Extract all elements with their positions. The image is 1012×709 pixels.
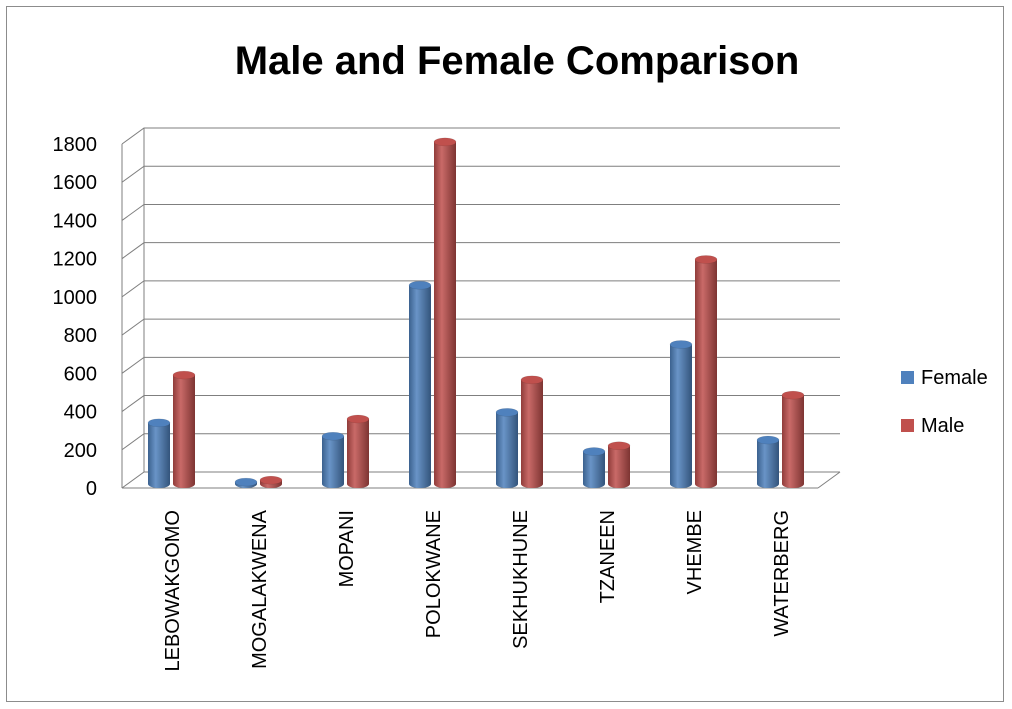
bar-male [433, 137, 457, 488]
bar-body [148, 422, 170, 488]
x-tick-label: MOPANI [336, 510, 358, 587]
bar-male [607, 441, 631, 488]
bar-female [321, 431, 345, 488]
bar-top [756, 435, 780, 445]
x-axis-ticks: LEBOWAKGOMO MOGALAKWENA MOPANI POLOKWANE SEK… [162, 509, 793, 671]
y-tick-label: 1800 [53, 134, 98, 156]
gridlines [121, 127, 841, 489]
gridline [121, 318, 840, 336]
y-tick-label: 1600 [53, 172, 98, 194]
gridline [121, 165, 840, 183]
bar-top [607, 441, 631, 451]
bar-body [695, 259, 717, 488]
bar-female [147, 418, 171, 488]
bar-body [434, 141, 456, 488]
bar-body [583, 451, 605, 488]
bar-body [322, 436, 344, 488]
x-tick-label: POLOKWANE [423, 510, 445, 638]
bar-male [259, 475, 283, 488]
bar-body [608, 445, 630, 488]
bar-male [172, 370, 196, 488]
bar-top [520, 375, 544, 385]
bar-male [694, 255, 718, 488]
gridline [121, 242, 840, 260]
chart-area [6, 6, 1004, 702]
legend-swatch [901, 419, 914, 432]
bar-body [670, 344, 692, 488]
gridline [121, 433, 840, 451]
bar-top [234, 477, 258, 487]
x-tick-label: TZANEEN [597, 510, 619, 603]
x-tick-label: SEKHUKHUNE [510, 510, 532, 649]
bar-top [172, 370, 196, 380]
gridline [121, 127, 840, 145]
y-tick-label: 0 [86, 478, 97, 500]
bar-top [669, 340, 693, 349]
gridline [121, 356, 840, 374]
bar-top [259, 475, 283, 485]
bar-top [346, 414, 370, 424]
bar-body [347, 419, 369, 488]
bar-top [694, 255, 718, 264]
y-axis-ticks: 0 200 400 600 800 1000 1200 1400 1600 1800 [53, 134, 98, 500]
bar-male [781, 390, 805, 488]
bar-female [408, 280, 432, 488]
bar-female [756, 435, 780, 488]
bar-top [321, 431, 345, 441]
legend-label: Male [921, 415, 964, 437]
x-tick-label: LEBOWAKGOMO [162, 510, 184, 672]
bar-male [520, 375, 544, 488]
bars [147, 137, 805, 488]
bar-top [408, 280, 432, 290]
y-tick-label: 1200 [53, 249, 98, 271]
bar-top [495, 408, 519, 417]
floor-right-edge [817, 471, 841, 489]
chart-title: Male and Female Comparison [235, 39, 800, 83]
bar-male [346, 414, 370, 488]
bar-top [433, 137, 457, 147]
x-tick-label: MOGALAKWENA [249, 509, 271, 669]
legend: Female Male [901, 367, 988, 437]
legend-swatch [901, 371, 914, 384]
bar-female [495, 408, 519, 488]
bar-body [782, 395, 804, 488]
bar-body [409, 285, 431, 488]
bar-top [582, 447, 606, 456]
y-tick-label: 400 [64, 402, 97, 424]
bar-female [582, 447, 606, 488]
y-tick-label: 600 [64, 363, 97, 385]
bar-female [669, 340, 693, 488]
y-tick-label: 200 [64, 440, 97, 462]
bar-female [234, 477, 258, 488]
bar-body [496, 412, 518, 488]
bar-top [781, 390, 805, 400]
gridline [121, 280, 840, 298]
y-tick-label: 1000 [53, 287, 98, 309]
y-tick-label: 800 [64, 325, 97, 347]
gridline [121, 203, 840, 221]
gridline [121, 471, 840, 489]
legend-label: Female [921, 367, 988, 389]
gridline [121, 395, 840, 412]
bar-top [147, 418, 171, 428]
bar-body [521, 379, 543, 488]
x-tick-label: VHEMBE [684, 510, 706, 594]
bar-body [757, 440, 779, 488]
x-tick-label: WATERBERG [771, 510, 793, 637]
bar-body [173, 375, 195, 488]
y-tick-label: 1400 [53, 210, 98, 232]
